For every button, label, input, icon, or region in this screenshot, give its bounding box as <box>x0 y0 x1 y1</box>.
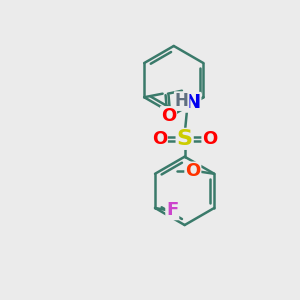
Text: F: F <box>166 201 178 219</box>
Text: O: O <box>161 107 176 125</box>
Text: O: O <box>202 130 218 148</box>
Text: S: S <box>177 129 193 149</box>
Text: H: H <box>175 92 189 110</box>
Text: N: N <box>184 93 200 112</box>
Text: O: O <box>152 130 167 148</box>
Text: O: O <box>185 162 200 180</box>
